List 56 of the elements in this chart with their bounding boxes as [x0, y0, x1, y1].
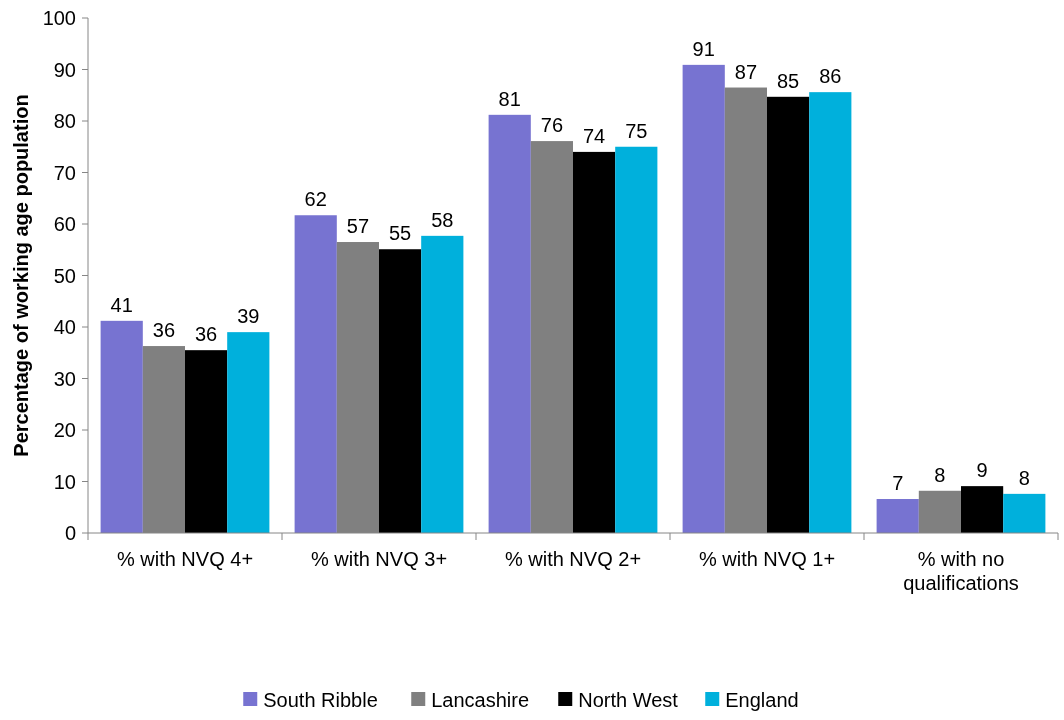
bar — [294, 215, 337, 533]
y-tick-label: 0 — [64, 522, 76, 544]
data-label: 8 — [1018, 466, 1030, 489]
bar — [1003, 493, 1046, 533]
bar — [185, 350, 228, 533]
y-tick-label: 60 — [53, 213, 76, 235]
x-tick-label: % with NVQ 2+ — [504, 548, 642, 570]
bar — [227, 332, 270, 533]
data-label: 75 — [625, 119, 648, 142]
x-tick-label: % with NVQ 4+ — [116, 548, 254, 570]
legend-label: North West — [578, 689, 679, 711]
data-label: 91 — [692, 37, 715, 60]
bar — [379, 249, 422, 533]
y-tick-label: 50 — [53, 264, 76, 287]
data-label: 39 — [237, 305, 260, 328]
data-label: 86 — [819, 65, 842, 88]
legend-label: South Ribble — [263, 689, 378, 711]
data-label: 87 — [734, 60, 758, 83]
data-label: 58 — [431, 208, 454, 231]
bar — [961, 486, 1004, 533]
data-label: 85 — [776, 69, 800, 92]
y-axis-title: Percentage of working age population — [10, 94, 32, 457]
y-tick-label: 40 — [53, 316, 76, 338]
data-label: 7 — [892, 472, 904, 495]
data-label: 9 — [976, 459, 988, 482]
x-tick-label: % with no qualifications — [903, 548, 1019, 594]
legend-label: England — [725, 689, 799, 711]
x-tick-label: % with NVQ 1+ — [698, 548, 836, 570]
bar — [876, 499, 919, 533]
y-tick-label: 90 — [53, 58, 76, 81]
y-tick-label: 20 — [53, 419, 76, 441]
data-label: 36 — [194, 323, 218, 346]
x-tick-label: % with NVQ 3+ — [310, 548, 448, 570]
data-label: 57 — [346, 215, 370, 238]
bar — [615, 146, 658, 533]
bar — [682, 64, 725, 533]
data-label: 36 — [152, 319, 176, 342]
data-label: 76 — [540, 114, 564, 137]
data-label: 81 — [498, 87, 521, 110]
bar — [421, 235, 464, 533]
bar — [809, 92, 852, 533]
data-label: 55 — [388, 222, 412, 245]
y-tick-label: 70 — [53, 161, 76, 184]
data-label: 62 — [304, 188, 327, 211]
data-label: 41 — [110, 293, 133, 316]
y-tick-label: 100 — [42, 7, 76, 29]
data-label: 8 — [934, 463, 946, 486]
legend-label: Lancashire — [431, 689, 530, 711]
data-label: 74 — [582, 124, 606, 147]
y-tick-label: 10 — [53, 470, 76, 493]
bar — [100, 320, 143, 533]
bar — [488, 114, 531, 533]
y-tick-label: 30 — [53, 367, 76, 390]
bar — [767, 96, 810, 533]
y-tick-label: 80 — [53, 110, 76, 132]
bar — [573, 151, 616, 533]
